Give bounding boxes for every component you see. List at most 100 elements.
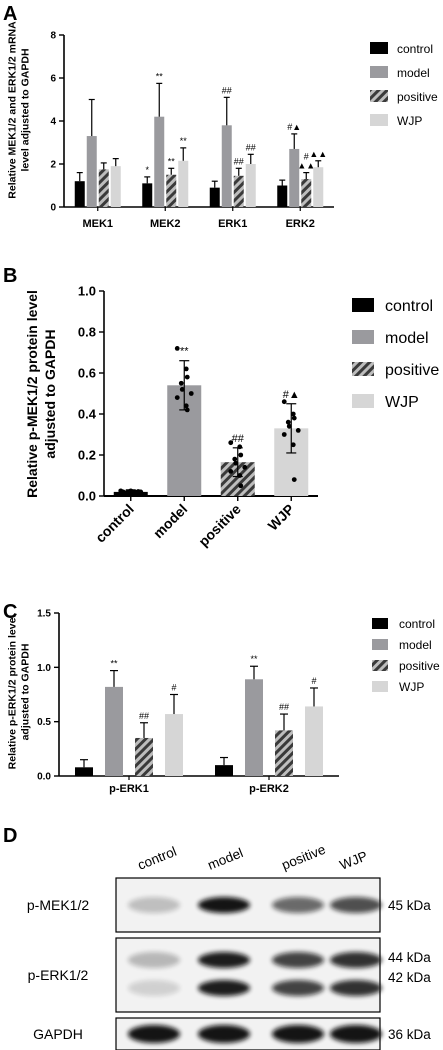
significance-mark: **: [110, 659, 118, 669]
significance-mark: **: [250, 654, 258, 664]
blot-band: [272, 897, 324, 913]
data-point: [174, 346, 180, 351]
legend-label-control: control: [399, 617, 435, 631]
row-label: p-ERK1/2: [28, 967, 89, 983]
legend-swatch-model: [370, 66, 388, 78]
data-point: [178, 380, 184, 386]
panel-letter-c: C: [3, 601, 17, 623]
significance-mark: ##: [234, 156, 244, 166]
data-point: [183, 403, 189, 409]
blot-band: [128, 952, 180, 968]
x-tick-label: ERK1: [218, 218, 247, 230]
x-tick-label: positive: [195, 501, 244, 550]
legend-label-model: model: [385, 330, 429, 347]
blot-band: [330, 897, 382, 913]
significance-mark: ##: [139, 711, 149, 721]
legend-label-positive: positive: [399, 659, 440, 673]
x-tick-label: p-ERK1: [109, 783, 149, 795]
legend-swatch-control: [372, 618, 388, 629]
blot-band: [198, 980, 250, 996]
y-tick-label: 0.5: [37, 717, 51, 728]
y-tick-label: 8: [50, 31, 56, 42]
blot-band: [330, 980, 382, 996]
data-point: [291, 477, 297, 482]
bar-erk1-WJP: [245, 164, 256, 207]
legend-label-WJP: WJP: [385, 394, 419, 411]
significance-mark: #: [171, 683, 176, 693]
data-point: [295, 428, 301, 433]
blot-band: [198, 897, 250, 913]
data-point: [285, 419, 291, 425]
legend-label-WJP: WJP: [399, 680, 424, 694]
x-tick-label: model: [150, 501, 190, 541]
blot-band: [128, 980, 180, 996]
panel-letter-d: D: [3, 825, 17, 847]
x-tick-label: MEK1: [82, 218, 113, 230]
panel-letter-a: A: [3, 3, 17, 25]
x-tick-label: MEK2: [150, 218, 181, 230]
lane-label-model: model: [206, 845, 246, 873]
bar-mek1-WJP: [110, 166, 121, 207]
y-tick-label: 6: [50, 74, 56, 85]
legend-label-model: model: [399, 638, 432, 652]
row-label: p-MEK1/2: [27, 897, 89, 913]
data-point: [228, 469, 234, 474]
significance-mark: **: [156, 71, 164, 81]
y-tick-label: 4: [50, 117, 56, 128]
row-label: GAPDH: [33, 1026, 83, 1042]
y-tick-label: 2: [50, 160, 56, 171]
data-point: [233, 460, 239, 466]
legend-swatch-positive: [370, 90, 388, 102]
significance-mark: ▲▲: [309, 149, 327, 159]
bar-p-erk1-model: [105, 686, 123, 776]
significance-mark: #: [304, 152, 309, 162]
y-axis-label: Relative MEK1/2 and ERK1/2 mRNA: [7, 21, 19, 199]
bar-mek1-control: [74, 181, 85, 207]
panel-letter-b: B: [3, 265, 17, 287]
chart-a: 0 2 4 6 8 Relative MEK1/2 and ERK1/2 mRNA leve…: [7, 21, 439, 230]
lane-label-WJP: WJP: [338, 848, 370, 873]
data-point: [238, 452, 244, 458]
data-point: [281, 432, 287, 437]
legend-swatch-model: [372, 639, 388, 650]
bar-erk2-WJP: [313, 167, 324, 207]
y-tick-label: 1.0: [37, 663, 51, 674]
legend-swatch-control: [352, 298, 374, 312]
data-point: [138, 489, 144, 495]
bar-erk2-positive: [301, 179, 312, 207]
bar-mek2-WJP: [178, 160, 189, 207]
chart-b: 0.0 0.2 0.4 0.6 0.8 1.0 Relative p-MEK1/2 prot…: [24, 284, 439, 550]
bar-erk2-model: [289, 148, 300, 207]
legend-swatch-control: [370, 42, 388, 54]
blot-band: [330, 952, 382, 968]
significance-mark: *: [145, 165, 149, 175]
data-point: [291, 415, 297, 421]
y-axis-label: Relative p-ERK1/2 protein level: [7, 615, 19, 770]
chart-c: 0.0 0.5 1.0 1.5 Relative p-ERK1/2 protein le…: [7, 609, 441, 796]
bar-p-erk2-model: [245, 679, 263, 776]
data-point: [183, 366, 189, 372]
y-axis-label: adjusted to GAPDH: [20, 644, 32, 741]
kda-label: 42 kDa: [388, 970, 431, 985]
kda-label: 44 kDa: [388, 950, 431, 965]
y-tick-label: 0.2: [78, 448, 96, 463]
data-point: [286, 423, 292, 429]
data-point: [228, 440, 234, 446]
blot-band: [272, 1025, 324, 1043]
significance-mark: #: [311, 676, 316, 686]
x-tick-label: control: [92, 501, 137, 546]
x-tick-label: ERK2: [286, 218, 315, 230]
y-tick-label: 0.4: [78, 407, 97, 422]
bar-erk1-control: [209, 187, 220, 207]
bar-mek1-model: [86, 136, 97, 207]
data-point: [174, 395, 180, 400]
y-tick-label: 0: [50, 203, 56, 214]
data-point: [179, 387, 185, 392]
significance-mark: #▲: [287, 122, 301, 132]
legend-swatch-positive: [372, 660, 388, 671]
significance-mark: ▲▲: [297, 161, 315, 171]
y-axis-label: adjusted to GAPDH: [42, 329, 58, 458]
bar-erk1-positive: [233, 175, 244, 207]
bar-mek2-control: [142, 183, 153, 207]
legend-label-WJP: WJP: [397, 114, 422, 128]
